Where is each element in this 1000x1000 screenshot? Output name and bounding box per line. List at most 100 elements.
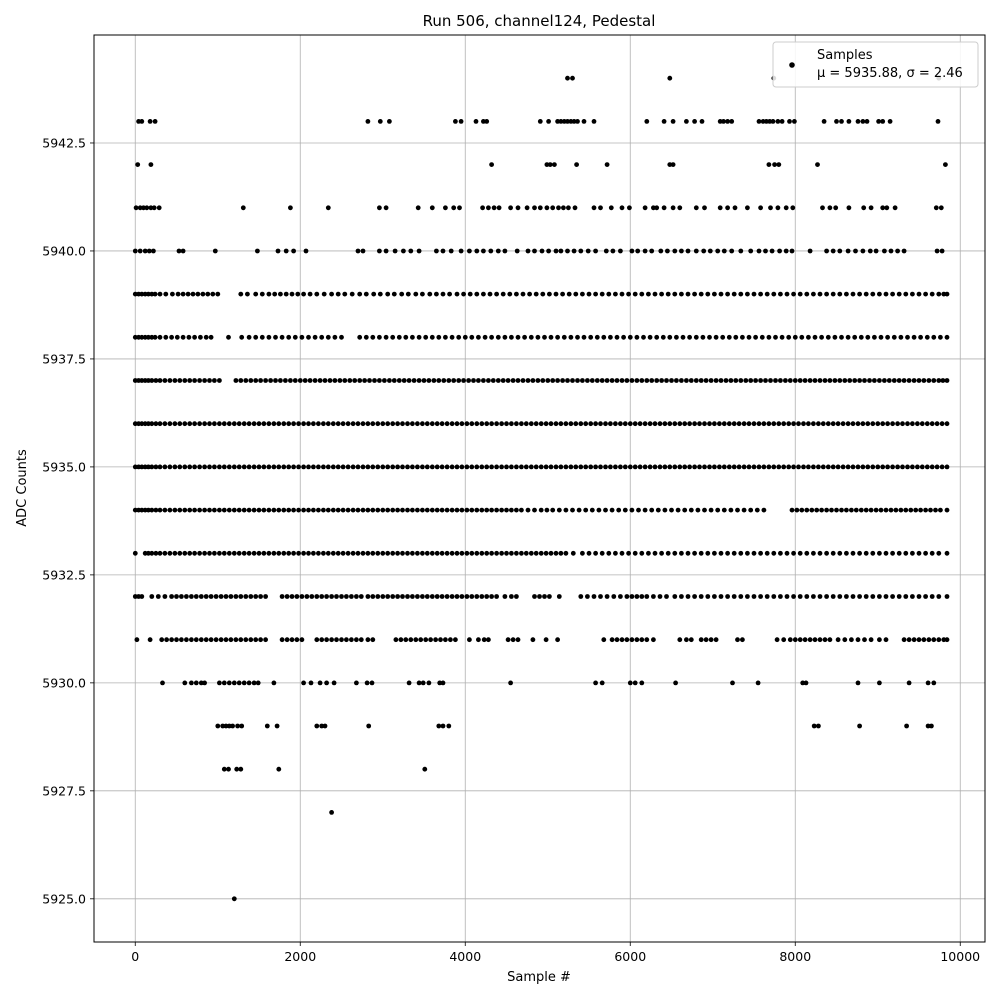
data-point (362, 378, 367, 383)
data-point (885, 421, 890, 427)
data-point (667, 334, 673, 340)
data-point (892, 205, 898, 211)
data-point (604, 594, 610, 599)
data-point (918, 507, 923, 513)
data-point (940, 378, 946, 383)
data-point (256, 550, 262, 556)
data-point (167, 378, 173, 383)
data-point (586, 291, 592, 297)
data-point (672, 594, 678, 599)
data-point (712, 550, 717, 556)
data-point (427, 291, 433, 297)
data-point (172, 464, 178, 470)
data-point (162, 421, 168, 427)
data-point (281, 464, 287, 470)
data-point (263, 594, 268, 599)
data-point (550, 205, 556, 211)
data-point (563, 464, 569, 470)
data-point (434, 464, 440, 470)
data-point (266, 421, 272, 427)
data-point (538, 464, 544, 470)
data-point (885, 334, 890, 340)
data-point (266, 550, 272, 556)
data-point (365, 594, 371, 599)
x-tick-label: 0 (131, 949, 139, 964)
data-point (350, 421, 356, 427)
data-point (692, 291, 697, 297)
data-point (502, 334, 508, 340)
data-point (830, 421, 836, 427)
data-point (321, 507, 326, 513)
data-point (375, 421, 381, 427)
data-point (931, 334, 937, 340)
data-point (358, 594, 364, 599)
data-point (898, 334, 904, 340)
data-point (495, 334, 501, 340)
data-point (358, 637, 364, 643)
data-point (347, 378, 353, 383)
data-point (817, 550, 823, 556)
data-point (189, 594, 194, 599)
data-point (811, 291, 816, 297)
data-point (713, 378, 719, 383)
data-point (890, 594, 895, 599)
data-point (853, 248, 858, 254)
data-point (679, 248, 684, 254)
data-point (160, 680, 165, 686)
data-point (139, 291, 145, 297)
data-point (329, 291, 334, 297)
data-point (797, 594, 803, 599)
data-point (736, 421, 742, 427)
data-point (731, 464, 737, 470)
data-point (801, 421, 806, 427)
data-point (226, 766, 231, 772)
data-point (903, 291, 909, 297)
data-point (845, 334, 851, 340)
data-point (142, 248, 148, 254)
data-point (139, 594, 145, 599)
data-point (797, 291, 803, 297)
data-point (182, 680, 188, 686)
data-point (139, 119, 145, 124)
data-point (342, 291, 348, 297)
data-point (330, 550, 336, 556)
data-point (533, 550, 539, 556)
data-point (786, 334, 792, 340)
data-point (816, 723, 821, 729)
data-point (688, 637, 694, 643)
data-point (139, 464, 145, 470)
data-point (533, 464, 539, 470)
data-point (626, 291, 631, 297)
data-point (153, 378, 159, 383)
data-point (926, 637, 932, 643)
data-point (543, 421, 549, 427)
data-point (276, 421, 282, 427)
data-point (840, 464, 846, 470)
data-point (923, 550, 928, 556)
data-point (197, 378, 203, 383)
data-point (753, 334, 758, 340)
data-point (248, 594, 254, 599)
data-point (728, 378, 734, 383)
data-point (226, 723, 232, 729)
data-point (519, 421, 524, 427)
data-point (560, 378, 565, 383)
data-point (532, 248, 537, 254)
data-point (642, 421, 648, 427)
data-point (424, 421, 430, 427)
data-point (857, 378, 862, 383)
data-point (210, 291, 216, 297)
data-point (669, 378, 674, 383)
data-point (474, 248, 480, 254)
data-point (132, 464, 138, 470)
data-point (809, 507, 815, 513)
data-point (390, 594, 396, 599)
data-point (380, 421, 386, 427)
data-point (895, 421, 900, 427)
data-point (385, 421, 391, 427)
data-point (365, 507, 371, 513)
data-point (195, 291, 201, 297)
data-point (481, 248, 486, 254)
data-point (608, 464, 613, 470)
data-point (474, 421, 480, 427)
